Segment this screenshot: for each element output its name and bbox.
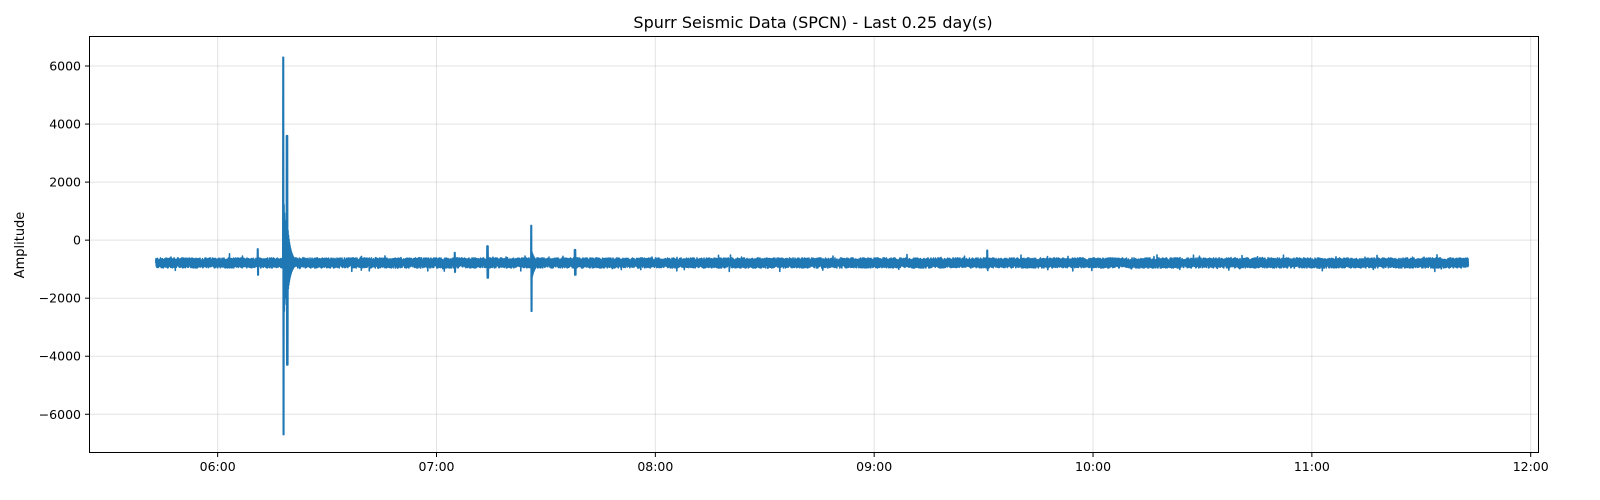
x-tick-label: 07:00: [418, 459, 454, 474]
y-axis-label: Amplitude: [13, 212, 28, 279]
y-tick-label: 4000: [49, 117, 81, 132]
x-tick-label: 10:00: [1075, 459, 1111, 474]
series-line: [154, 56, 1470, 436]
y-tick-label: −6000: [39, 407, 81, 422]
x-tick-label: 11:00: [1294, 459, 1330, 474]
x-axis-ticks: 06:00 07:00 08:00 09:00 10:00 11:00 12:00: [200, 452, 1549, 474]
plot-area-frame: [89, 36, 1539, 453]
grid-lines: [90, 37, 1538, 452]
x-tick-label: 12:00: [1513, 459, 1549, 474]
y-tick-label: 2000: [49, 175, 81, 190]
x-tick-label: 09:00: [856, 459, 892, 474]
y-tick-label: 0: [73, 233, 81, 248]
y-tick-label: −4000: [39, 349, 81, 364]
chart-title: Spurr Seismic Data (SPCN) - Last 0.25 da…: [633, 13, 992, 32]
y-tick-label: −2000: [39, 291, 81, 306]
x-tick-label: 08:00: [637, 459, 673, 474]
y-axis-ticks: 6000 4000 2000 0 −2000 −4000 −6000: [39, 59, 90, 422]
y-tick-label: 6000: [49, 59, 81, 74]
x-tick-label: 06:00: [200, 459, 236, 474]
seismic-trace-line: [154, 56, 1470, 436]
